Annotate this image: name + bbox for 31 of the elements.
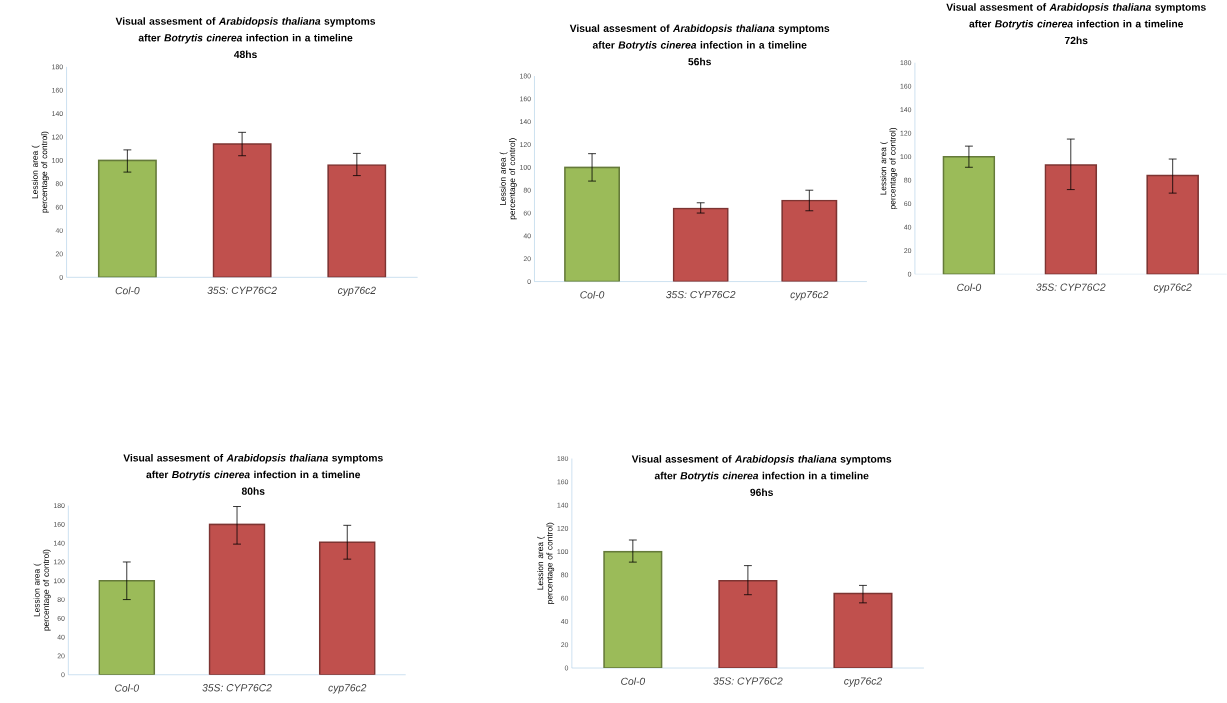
x-tick-label: Col-0: [115, 286, 140, 295]
y-axis-title: Lession area ( percentage of control): [33, 549, 51, 631]
bar: [672, 207, 729, 282]
x-tick-label: Col-0: [580, 290, 605, 299]
chart-title: Visual assesment of Arabidopsis thaliana symptoms after Botrytis cinerea infection in a timeline: [946, 3, 1206, 30]
y-axis-title: Lession area ( percentage of control): [537, 522, 555, 604]
x-tick-label: 35S: CYP76C2: [1036, 283, 1106, 291]
chart-title: Visual assesment of Arabidopsis thaliana symptoms after Botrytis cinerea infection in a timeline: [123, 454, 383, 481]
x-tick-label: Col-0: [957, 283, 982, 292]
x-tick-label: 35S: CYP76C2: [207, 286, 277, 295]
x-tick-label: 35S: CYP76C2: [713, 677, 783, 685]
x-tick-label: 35S: CYP76C2: [666, 290, 736, 299]
x-tick-label: cyp76c2: [790, 290, 829, 301]
chart-subtitle: 48hs: [233, 50, 257, 59]
x-tick-label: cyp76c2: [338, 286, 376, 297]
text: 96hs: [750, 488, 773, 497]
x-tick-label: cyp76c2: [1153, 283, 1192, 293]
chart-subtitle: 72hs: [1064, 36, 1088, 45]
x-tick-label: Col-0: [621, 677, 646, 685]
chart-subtitle: 56hs: [688, 57, 711, 66]
chart-title: Visual assesment of Arabidopsis thaliana symptoms after Botrytis cinerea infection in a timeline: [115, 17, 376, 44]
chart-title: Visual assesment of Arabidopsis thaliana symptoms after Botrytis cinerea infection in a timeline: [631, 455, 892, 482]
y-axis-title: Lession area ( percentage of control): [499, 138, 517, 220]
x-tick-label: Col-0: [115, 684, 139, 692]
x-tick-label: 35S: CYP76C2: [202, 684, 272, 692]
x-tick-label: cyp76c2: [328, 684, 367, 694]
x-tick-label: cyp76c2: [844, 677, 882, 687]
y-axis-title: Lession area ( percentage of control): [880, 128, 898, 209]
y-axis-title: Lession area ( percentage of control): [31, 131, 49, 213]
chart-subtitle: 80hs: [241, 487, 265, 495]
chart-title: Visual assesment of Arabidopsis thaliana symptoms after Botrytis cinerea infection in a timeline: [569, 24, 830, 51]
